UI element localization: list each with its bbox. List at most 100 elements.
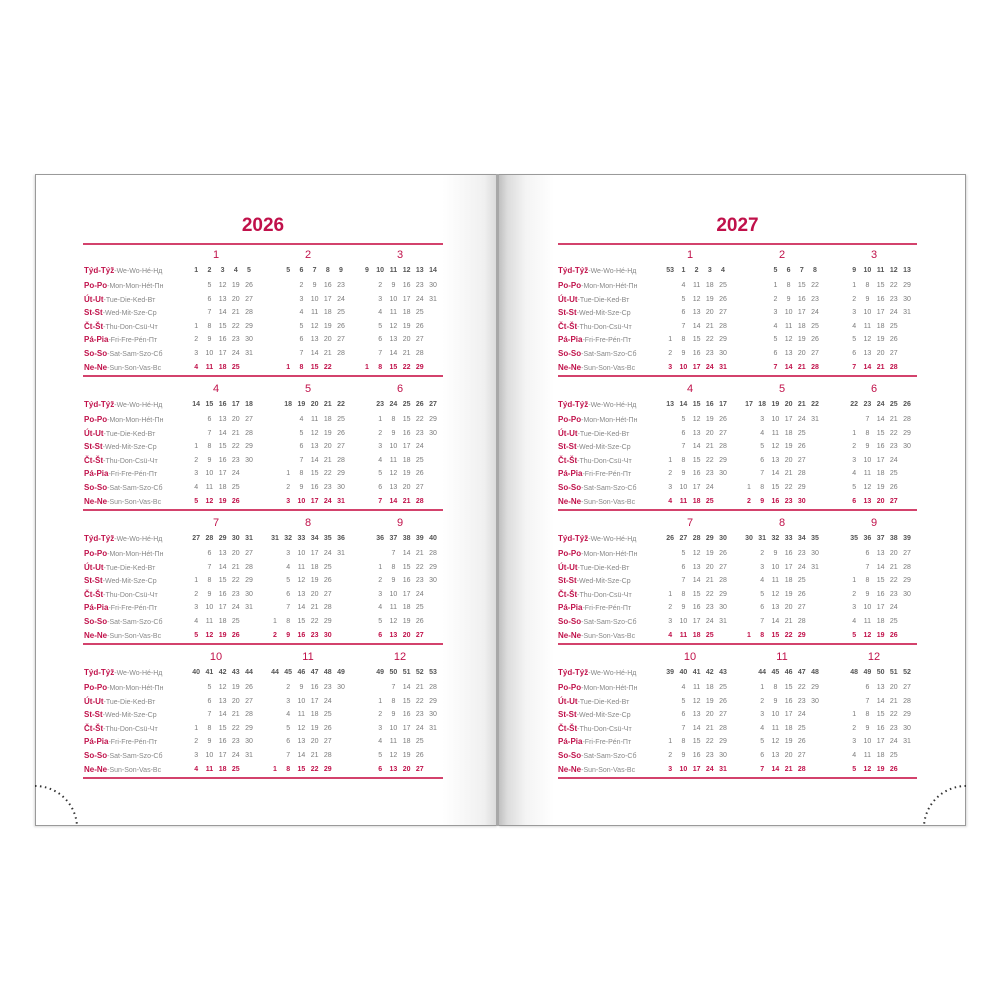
week-number: 47 <box>797 669 806 676</box>
week-number: 31 <box>758 535 767 542</box>
day-date: 7 <box>207 563 212 571</box>
day-date: 21 <box>231 429 240 437</box>
day-date: 7 <box>286 752 291 759</box>
day-date: 23 <box>231 456 240 464</box>
day-date: 11 <box>389 604 398 612</box>
week-number: 51 <box>889 669 898 676</box>
day-date: 26 <box>797 738 806 746</box>
day-date: 2 <box>852 443 857 451</box>
day-date: 13 <box>692 309 701 317</box>
day-date: 11 <box>863 322 872 330</box>
day-date: 6 <box>299 443 304 451</box>
day-date: 24 <box>415 443 424 451</box>
block-rule <box>83 509 443 511</box>
week-number: 27 <box>192 535 201 542</box>
sunday-date: 2 <box>747 497 751 505</box>
day-date: 27 <box>903 684 911 691</box>
row-label-secondary: -Sat-Sam-Szo-Сб <box>107 351 163 358</box>
sunday-date: 27 <box>889 497 898 505</box>
sunday-date: 16 <box>297 631 306 639</box>
day-date: 21 <box>705 322 714 330</box>
day-date: 3 <box>852 604 857 612</box>
row-label: Čt-Št-Thu-Don-Csü-Чт <box>558 456 632 467</box>
day-date: 27 <box>811 350 819 357</box>
week-number: 40 <box>679 669 688 676</box>
day-date: 7 <box>681 322 686 330</box>
row-label-secondary: -Sun-Son-Vas-Вс <box>581 632 636 640</box>
row-label: So-So-Sat-Sam-Szo-Сб <box>558 751 636 762</box>
day-date: 15 <box>402 416 411 423</box>
day-date: 1 <box>668 590 673 598</box>
day-date: 14 <box>310 350 319 357</box>
row-label: Út-Ut-Tue-Die-Ked-Вт <box>84 429 155 440</box>
day-date: 24 <box>323 550 332 557</box>
row-label: Pá-Pia-Fri-Fre-Pén-Пт <box>558 603 631 614</box>
day-date: 9 <box>681 470 686 478</box>
day-date: 17 <box>402 590 411 598</box>
row-label-secondary: -Fri-Fre-Pén-Пт <box>108 605 158 613</box>
day-date: 24 <box>889 309 898 317</box>
week-number: 41 <box>692 669 701 676</box>
day-date: 9 <box>681 752 686 759</box>
row-label-secondary: -Sun-Son-Vas-Вс <box>581 766 636 774</box>
day-date: 5 <box>378 322 383 330</box>
day-date: 10 <box>205 350 214 357</box>
day-date: 21 <box>310 604 319 612</box>
day-date: 27 <box>337 336 345 344</box>
day-date: 18 <box>218 618 227 625</box>
day-date: 26 <box>797 590 806 598</box>
month-label: 3 <box>396 249 404 261</box>
day-date: 1 <box>668 738 673 746</box>
week-number: 47 <box>310 669 319 676</box>
day-date: 30 <box>903 590 911 598</box>
day-date: 20 <box>323 336 332 344</box>
row-label-secondary: -We-Wo-Hé-Нд <box>588 536 637 543</box>
day-date: 4 <box>760 577 765 585</box>
row-label-secondary: -We-Wo-Hé-Нд <box>588 268 637 275</box>
row-label: Po-Po-Mon-Mon-Hét-Пн <box>558 281 637 292</box>
sunday-date: 17 <box>692 765 701 773</box>
day-date: 26 <box>889 336 898 344</box>
day-date: 29 <box>245 724 253 732</box>
sunday-date: 6 <box>852 497 857 505</box>
day-date: 4 <box>194 484 199 491</box>
week-number: 31 <box>271 535 279 542</box>
sunday-date: 28 <box>415 497 424 505</box>
week-number: 12 <box>889 267 898 274</box>
week-number: 26 <box>903 401 911 408</box>
book-gutter <box>496 174 499 826</box>
sunday-date: 26 <box>889 631 898 639</box>
sunday-date: 2 <box>273 631 277 639</box>
day-date: 16 <box>218 456 227 464</box>
sunday-date: 31 <box>719 363 727 371</box>
day-date: 8 <box>391 697 396 705</box>
day-date: 25 <box>415 456 424 464</box>
day-date: 14 <box>297 752 306 759</box>
row-label: Po-Po-Mon-Mon-Hét-Пн <box>84 683 163 694</box>
week-number: 13 <box>415 267 424 274</box>
day-date: 19 <box>323 322 332 330</box>
day-date: 26 <box>719 697 727 705</box>
sunday-date: 9 <box>286 631 291 639</box>
sunday-date: 22 <box>310 765 319 773</box>
day-date: 29 <box>811 684 819 691</box>
day-date: 11 <box>863 618 872 625</box>
day-date: 4 <box>681 282 686 289</box>
row-label: Týd-Týž-We-Wo-Hé-Нд <box>84 534 162 545</box>
row-label-secondary: -Thu-Don-Csü-Чт <box>103 323 158 331</box>
row-label-primary: Po-Po <box>558 415 582 424</box>
sunday-date: 4 <box>668 631 673 639</box>
row-label-secondary: -Sat-Sam-Szo-Сб <box>581 619 637 626</box>
sunday-date: 3 <box>286 497 291 505</box>
day-date: 25 <box>337 416 345 423</box>
day-date: 11 <box>389 738 398 746</box>
row-label: Út-Ut-Tue-Die-Ked-Вт <box>558 295 629 306</box>
sunday-date: 9 <box>760 497 765 505</box>
row-label-primary: So-So <box>84 483 108 492</box>
day-date: 10 <box>297 697 306 705</box>
month-label: 4 <box>686 383 694 395</box>
week-number: 9 <box>365 267 369 274</box>
day-date: 30 <box>903 724 911 732</box>
row-label-secondary: -Mon-Mon-Hét-Пн <box>581 551 638 558</box>
day-date: 16 <box>797 295 806 303</box>
